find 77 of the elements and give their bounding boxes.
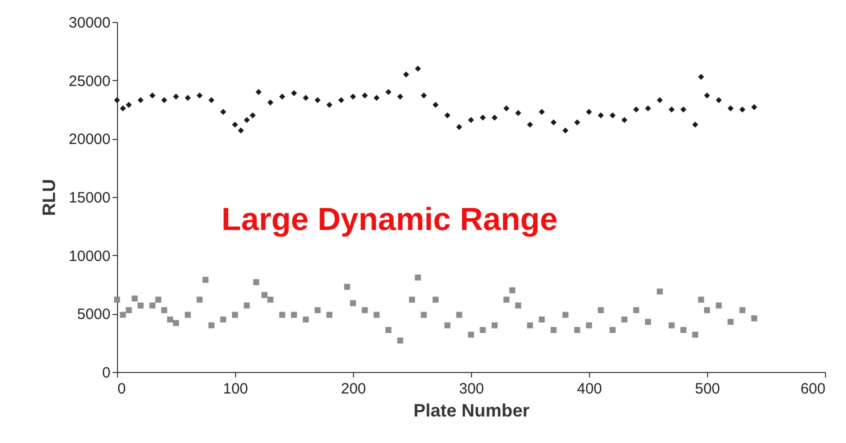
point <box>414 66 421 72</box>
point <box>598 112 604 118</box>
point <box>126 102 132 108</box>
point <box>267 100 274 106</box>
y-tick-label: 0 <box>102 364 110 382</box>
point <box>291 90 297 96</box>
point <box>338 97 344 104</box>
point <box>468 117 474 123</box>
point <box>656 97 663 104</box>
point <box>456 124 462 130</box>
point <box>610 112 616 118</box>
y-tick-label: 5000 <box>77 306 110 324</box>
point <box>515 110 522 116</box>
point <box>550 119 557 126</box>
y-axis-title: RLU <box>38 179 59 216</box>
point <box>173 94 179 100</box>
x-tick-label: 0 <box>118 380 126 398</box>
x-tick-label: 100 <box>222 380 248 398</box>
point <box>196 92 203 98</box>
x-tick-label: 400 <box>576 380 602 398</box>
point <box>728 105 734 112</box>
point <box>302 94 309 101</box>
point <box>432 102 439 108</box>
point <box>138 97 144 104</box>
y-tick-label: 10000 <box>68 248 110 265</box>
point <box>279 94 286 100</box>
point <box>326 102 332 108</box>
x-tick-label: 300 <box>458 380 484 398</box>
point <box>403 72 410 78</box>
point <box>184 94 191 101</box>
y-tick-label: 15000 <box>68 190 110 206</box>
point <box>503 105 510 112</box>
point <box>120 105 126 112</box>
point <box>574 119 580 126</box>
point <box>250 112 256 118</box>
point <box>232 122 238 128</box>
point <box>527 122 533 128</box>
point <box>244 117 250 123</box>
x-tick-label: 500 <box>694 380 720 398</box>
point <box>420 92 427 98</box>
point <box>397 94 404 100</box>
point <box>704 92 710 98</box>
point <box>586 108 592 115</box>
point <box>668 106 675 112</box>
point <box>444 112 450 118</box>
annotation: Large Dynamic Range <box>222 200 558 237</box>
point <box>350 94 356 100</box>
point <box>149 92 156 98</box>
x-tick-label: 600 <box>800 380 826 398</box>
point <box>621 117 628 123</box>
point <box>256 89 262 95</box>
point <box>698 74 704 80</box>
point <box>692 122 698 128</box>
point <box>374 94 380 101</box>
point <box>114 97 120 104</box>
x-axis-title: Plate Number <box>413 400 530 420</box>
point <box>680 106 686 112</box>
point <box>480 114 486 121</box>
point <box>362 92 368 98</box>
point <box>238 128 244 134</box>
point <box>385 89 392 95</box>
point <box>645 105 651 112</box>
point <box>220 108 226 115</box>
x-tick-label: 200 <box>340 380 366 398</box>
point <box>633 106 640 112</box>
point <box>314 97 321 104</box>
point <box>208 97 214 104</box>
y-tick-label: 30000 <box>68 14 110 32</box>
point <box>751 104 758 110</box>
y-tick-label: 25000 <box>68 72 110 90</box>
point <box>562 128 568 134</box>
point <box>492 114 498 121</box>
point <box>739 106 746 112</box>
point <box>716 97 722 104</box>
point <box>161 97 168 104</box>
y-tick-label: 20000 <box>68 131 110 148</box>
point <box>538 108 545 115</box>
